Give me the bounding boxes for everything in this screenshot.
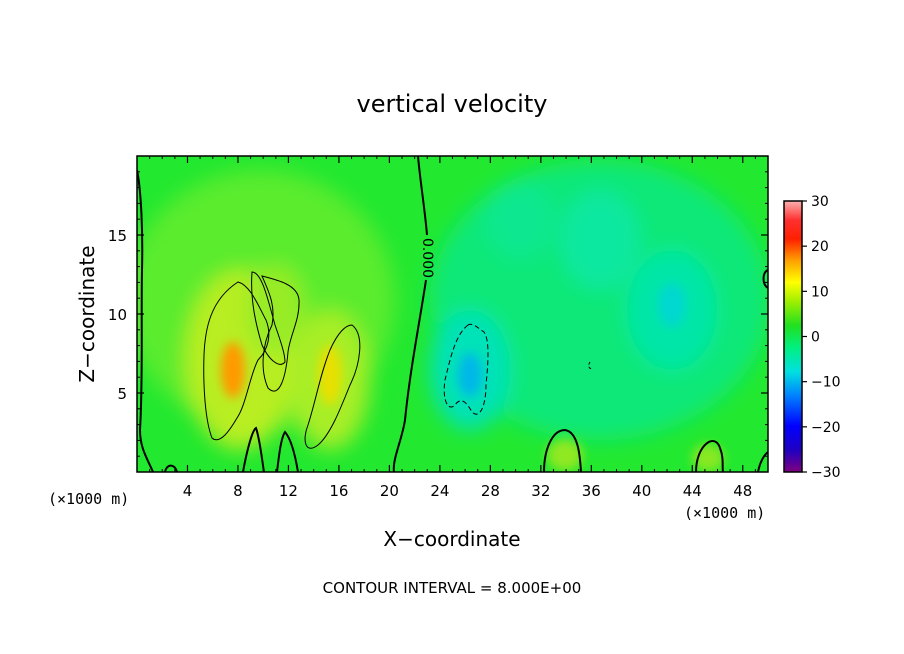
y-tick-label: 10 [108, 306, 127, 324]
velocity-field [137, 156, 768, 472]
contour-plus-8 [203, 281, 270, 441]
low-level-updraft [547, 439, 583, 471]
contour-plus-8 [261, 275, 300, 392]
colorbar [783, 200, 803, 473]
y-axis-ticks: 5 10 15 [108, 171, 768, 457]
zero-contour [695, 440, 724, 472]
zero-contour [242, 426, 265, 472]
x-tick-label: 8 [233, 482, 243, 500]
y-axis-label: Z−coordinate [75, 245, 99, 382]
contour-minus-8 [443, 323, 489, 415]
zero-contour [762, 269, 768, 289]
x-tick-label: 40 [632, 482, 651, 500]
updraft-core [221, 342, 245, 398]
updraft-region [245, 265, 305, 355]
zero-contour [392, 156, 428, 472]
downdraft-region [485, 180, 555, 260]
colorbar-tick-label: −10 [811, 375, 841, 391]
x-tick-label: 12 [279, 482, 298, 500]
y-tick-label: 5 [117, 385, 127, 403]
zero-contour [543, 428, 582, 472]
x-unit-label: (×1000 m) [684, 504, 765, 522]
x-tick-label: 48 [733, 482, 752, 500]
updraft-core [318, 345, 342, 405]
zero-contour-label: 0.000 [419, 238, 435, 278]
x-tick-label: 4 [183, 482, 193, 500]
x-tick-label: 32 [531, 482, 550, 500]
contour-plus-8 [251, 271, 286, 365]
colorbar-tick-label: 20 [811, 239, 829, 255]
x-tick-label: 44 [683, 482, 702, 500]
z-unit-label: (×1000 m) [48, 490, 129, 508]
downdraft-region [560, 190, 640, 290]
x-axis-label: X−coordinate [383, 527, 520, 551]
x-tick-label: 16 [329, 482, 348, 500]
zero-contour [137, 169, 154, 472]
x-tick-label: 28 [481, 482, 500, 500]
contour-minus-8 [588, 361, 593, 369]
downdraft-core [458, 353, 482, 397]
zero-contour [164, 464, 178, 472]
colorbar-tick-label: 0 [811, 330, 820, 346]
colorbar-tick-label: 30 [811, 194, 829, 210]
downdraft-core [658, 283, 686, 327]
zero-contour [757, 451, 768, 472]
chart-title: vertical velocity [357, 90, 548, 118]
x-tick-label: 20 [380, 482, 399, 500]
contour-interval-text: CONTOUR INTERVAL = 8.000E+00 [323, 579, 582, 597]
y-tick-label: 15 [108, 227, 127, 245]
zero-contour [276, 430, 299, 472]
colorbar-tick-label: 10 [811, 284, 829, 300]
x-axis-ticks: 4 8 12 16 20 24 28 32 36 40 44 48 [149, 156, 756, 500]
x-tick-label: 36 [582, 482, 601, 500]
contour-plus-8 [304, 324, 361, 449]
colorbar-tick-label: −20 [811, 420, 841, 436]
x-tick-label: 24 [430, 482, 449, 500]
colorbar-tick-label: −30 [811, 465, 841, 481]
colorbar-ticks: 30 20 10 0 −10 −20 −30 [802, 194, 841, 481]
